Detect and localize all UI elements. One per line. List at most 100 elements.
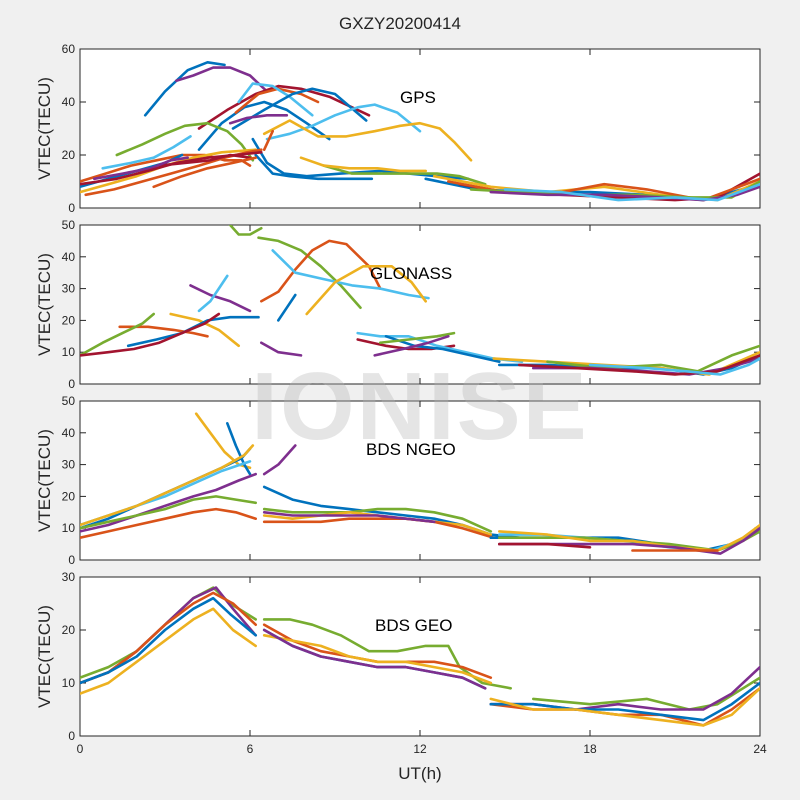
series-line-22 [101,135,192,170]
panel-label: GPS [400,88,436,107]
y-axis-label: VTEC(TECU) [35,253,54,356]
series-line-8 [80,507,257,539]
y-tick-label: 0 [68,729,75,743]
y-tick-label: 20 [62,148,76,162]
plot-area [79,576,761,737]
series-line-1 [226,422,252,476]
y-tick-label: 0 [68,377,75,391]
series-line-11 [80,312,155,357]
y-tick-label: 30 [62,282,76,296]
y-tick-label: 30 [62,570,76,584]
panel-0: 0 20 40 60 GPS VTEC(TECU) [35,42,761,215]
series-line-21 [152,156,257,189]
series-line-2 [197,100,331,151]
watermark-text: IONISE [251,353,589,460]
y-tick-label: 10 [62,521,76,535]
y-axis-label: VTEC(TECU) [35,77,54,180]
y-tick-label: 50 [62,394,76,408]
series-line-4 [80,607,257,695]
y-tick-label: 40 [62,426,76,440]
panel-1: 0 10 20 30 40 50 GLONASS VTEC(TECU) [35,218,761,391]
y-tick-label: 20 [62,623,76,637]
series-line-14 [489,687,760,727]
y-tick-label: 10 [62,676,76,690]
plot-area [79,48,761,209]
series-line-5 [277,293,297,322]
series-line-2 [260,239,382,303]
series-line-24 [588,357,760,376]
y-tick-label: 20 [62,313,76,327]
series-line-13 [262,510,436,524]
series-group [80,61,760,202]
series-line-24 [80,151,263,186]
series-line-15 [299,156,427,173]
series-line-13 [254,153,374,181]
series-line-9 [262,119,473,162]
series-line-10 [251,137,470,181]
series-group [80,412,760,555]
series-line-14 [322,164,487,186]
panel-2: 0 10 20 30 40 50 BDS NGEO VTEC(TECU) [35,394,761,567]
series-line-0 [228,225,263,236]
series-line-4 [305,265,427,316]
figure-title: GXZY20200414 [339,14,461,33]
x-tick-label: 12 [413,742,427,756]
series-line-16 [384,335,501,363]
y-axis-label: VTEC(TECU) [35,429,54,532]
series-line-0 [194,412,252,470]
series-line-3 [80,596,257,685]
series-line-7 [228,114,289,125]
x-tick-label: 18 [583,742,597,756]
series-line-7 [80,495,257,530]
series-line-7 [262,634,493,685]
series-line-8 [265,103,422,141]
series-group [80,225,760,376]
y-tick-label: 0 [68,201,75,215]
series-line-0 [143,61,226,117]
series-line-12 [115,121,255,162]
series-line-3 [271,249,430,300]
plot-area [79,224,761,385]
y-tick-label: 10 [62,345,76,359]
x-tick-label: 24 [753,742,767,756]
series-line-5 [80,444,255,527]
y-tick-label: 40 [62,250,76,264]
series-line-5 [237,82,314,117]
y-tick-label: 0 [68,553,75,567]
series-line-13 [260,341,303,357]
series-line-18 [373,335,450,357]
x-tick-label: 6 [247,742,254,756]
series-line-17 [498,523,760,552]
series-line-6 [189,284,252,313]
panel-label: BDS NGEO [366,440,456,459]
series-line-9 [262,628,487,690]
y-axis-label: VTEC(TECU) [35,605,54,708]
series-line-19 [498,542,592,549]
series-line-31 [503,182,760,202]
series-line-23 [517,354,760,376]
series-line-10 [532,676,760,711]
y-tick-label: 30 [62,458,76,472]
series-line-23 [92,156,189,181]
series-group [80,586,760,727]
series-line-5 [262,618,512,690]
y-tick-label: 50 [62,218,76,232]
y-tick-label: 20 [62,489,76,503]
series-line-1 [175,66,269,93]
panel-label: GLONASS [370,264,452,283]
panel-3: 0 10 20 30 0 6 12 18 24 BDS GEO VTEC(TECU) [35,570,767,756]
series-line-8 [169,312,240,348]
panel-label: BDS GEO [375,616,452,635]
y-tick-label: 40 [62,95,76,109]
y-tick-label: 60 [62,42,76,56]
series-line-10 [262,507,493,533]
series-line-12 [80,312,221,357]
series-line-6 [231,87,368,130]
series-line-6 [80,472,257,533]
series-line-13 [489,681,760,722]
x-tick-label: 0 [77,742,84,756]
series-line-1 [257,236,362,309]
series-line-9 [197,274,229,313]
